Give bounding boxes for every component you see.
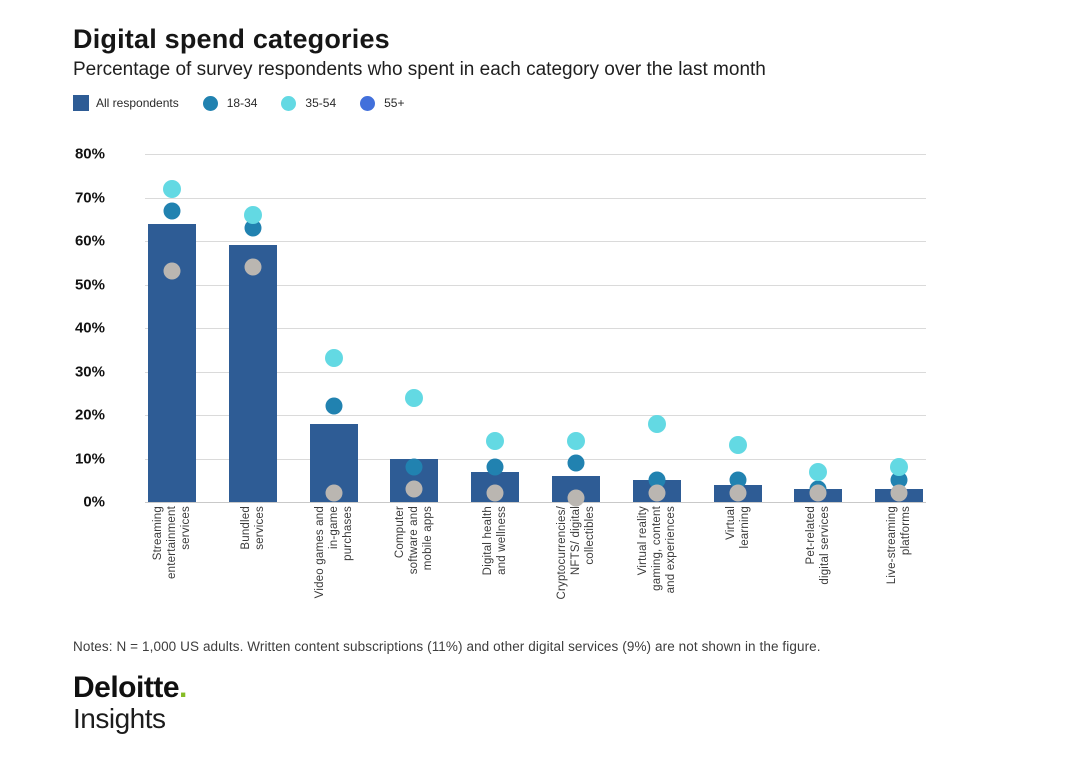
dot-18-34-4 — [405, 458, 423, 476]
dot-35-54-9 — [809, 462, 828, 481]
legend-label: 18-34 — [226, 96, 258, 110]
x-category-label-text: Virtual reality gaming, content and expe… — [636, 505, 677, 594]
dot-55--3 — [325, 484, 343, 502]
x-axis-line — [145, 502, 926, 503]
legend-item-35-54: 35-54 — [281, 95, 337, 111]
dot-35-54-8 — [728, 436, 747, 455]
dot-55--9 — [809, 484, 827, 502]
dot-35-54-7 — [647, 414, 666, 433]
gridline-70 — [145, 197, 926, 199]
dot-18-34-8 — [729, 471, 747, 489]
deloitte-insights-logo: Deloitte. Insights — [73, 672, 187, 733]
dot-55--7 — [648, 484, 666, 502]
y-tick-label-20: 20% — [74, 406, 105, 424]
legend: All respondents 18-34 35-54 55+ — [73, 93, 428, 113]
dot-55--8 — [729, 484, 747, 502]
dot-18-34-7 — [648, 471, 666, 489]
dot-55--5 — [486, 484, 504, 502]
gridline-40 — [145, 328, 926, 329]
bar-2 — [228, 245, 277, 502]
y-tick-label-30: 30% — [74, 363, 105, 380]
legend-label: 35-54 — [305, 96, 337, 110]
legend-item-all-respondents: All respondents — [73, 95, 179, 111]
dot-35-54-4 — [405, 388, 424, 407]
dot-18-34-5 — [486, 458, 504, 476]
y-tick-label-70: 70% — [74, 189, 105, 206]
dot-35-54-1 — [163, 179, 181, 198]
dot-35-54-6 — [567, 432, 585, 451]
gridline-30 — [145, 371, 926, 373]
logo-deloitte: Deloitte. — [73, 671, 187, 704]
dot-55--4 — [405, 480, 423, 498]
legend-item-18-34: 18-34 — [202, 95, 258, 111]
gridline-20 — [145, 415, 926, 416]
legend-label: 55+ — [384, 96, 405, 110]
x-category-label-text: Cryptocurrencies/ NFTS/ digital collecti… — [555, 505, 597, 600]
dot-18-34-6 — [567, 454, 585, 472]
x-category-label-text: Video games and in-game purchases — [313, 505, 354, 599]
dot-55--1 — [163, 262, 181, 280]
dot-18-34-3 — [325, 397, 343, 415]
dot-35-54-2 — [243, 205, 262, 224]
gridline-60 — [145, 241, 926, 242]
logo-insights: Insights — [73, 702, 166, 734]
dot-18-34-2 — [244, 219, 262, 237]
dot-55--6 — [567, 489, 585, 507]
dot-35-54-10 — [890, 458, 909, 477]
logo-green-dot-icon: . — [179, 671, 187, 704]
gridline-10 — [145, 458, 926, 460]
y-tick-label-40: 40% — [74, 319, 105, 337]
x-category-label-text: Digital health and wellness — [482, 506, 509, 576]
dot-35-54-3 — [324, 349, 343, 368]
gridline-50 — [145, 284, 926, 286]
chart-subtitle: Percentage of survey respondents who spe… — [73, 59, 766, 80]
y-tick-label-50: 50% — [74, 276, 105, 293]
x-category-label-text: Computer software and mobile apps — [394, 505, 435, 575]
legend-item-55-: 55+ — [360, 95, 405, 111]
dot-55--10 — [890, 484, 908, 502]
y-tick-label-0: 0% — [83, 493, 105, 511]
x-category-label-text: Live-streaming platforms — [886, 506, 913, 585]
x-category-label-10: Live-streaming platforms — [834, 506, 964, 636]
x-category-label-text: Bundled services — [239, 506, 266, 550]
legend-square-icon — [73, 95, 89, 111]
legend-circle-icon — [281, 95, 297, 111]
chart-title: Digital spend categories — [73, 24, 390, 54]
chart-notes: Notes: N = 1,000 US adults. Written cont… — [73, 639, 821, 654]
x-category-label-text: Pet-related digital services — [805, 506, 832, 585]
dot-18-34-10 — [890, 471, 908, 489]
y-tick-label-10: 10% — [74, 450, 105, 467]
legend-label: All respondents — [96, 96, 179, 110]
y-tick-label-80: 80% — [74, 145, 105, 163]
dot-55--2 — [244, 258, 262, 276]
legend-circle-icon — [202, 95, 218, 111]
dot-35-54-5 — [486, 432, 505, 451]
x-category-label-text: Virtual learning — [724, 506, 751, 549]
gridline-80 — [145, 154, 926, 155]
x-category-label-text: Streaming entertainment services — [151, 505, 193, 579]
legend-circle-icon — [360, 95, 376, 111]
y-tick-label-60: 60% — [74, 232, 105, 250]
dot-18-34-1 — [163, 202, 181, 220]
